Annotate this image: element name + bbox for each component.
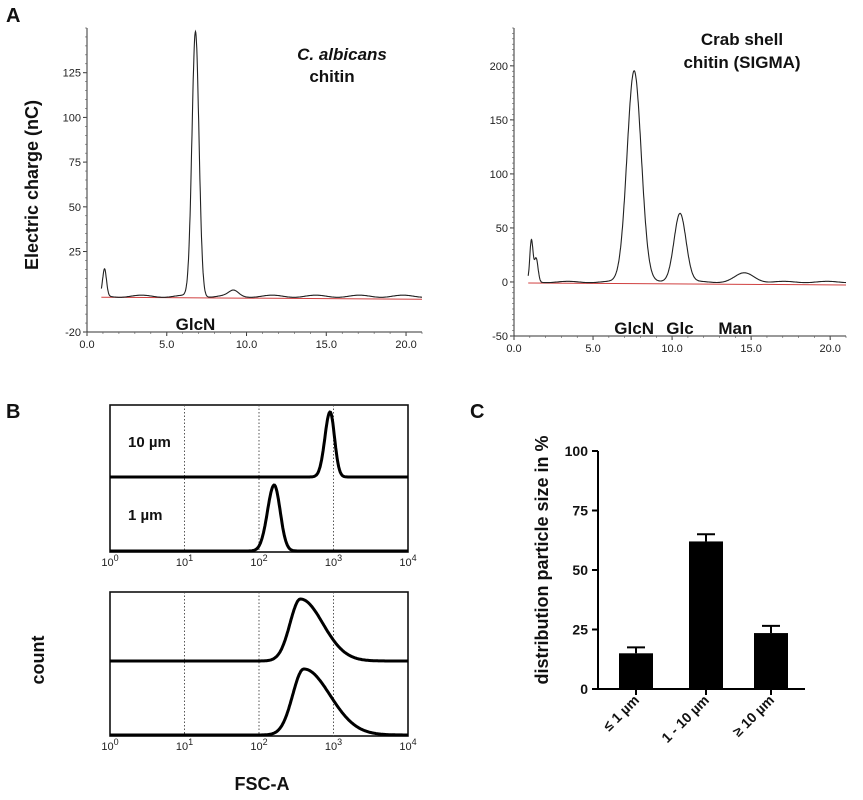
- b-x-tick-label: 100: [101, 737, 118, 753]
- a2-x-tick-label: 10.0: [661, 343, 682, 355]
- a2-x-tick-label: 20.0: [819, 343, 840, 355]
- a2-y-tick-label: 0: [502, 277, 508, 289]
- b-histogram-2: [110, 597, 408, 663]
- c-y-tick-label: 0: [580, 681, 588, 697]
- b-histogram-label: 1 µm: [128, 507, 163, 524]
- c-y-tick-label: 25: [572, 622, 588, 638]
- a1-y-axis-title: Electric charge (nC): [22, 100, 42, 270]
- a2-y-tick-label: 200: [490, 61, 508, 73]
- panel-letter-a: A: [6, 5, 20, 27]
- a1-x-tick-label: 5.0: [159, 339, 174, 351]
- b-x-axis-title: FSC-A: [235, 774, 290, 794]
- a2-x-tick-label: 15.0: [740, 343, 761, 355]
- a2-title-line2: chitin (SIGMA): [683, 53, 800, 72]
- a2-y-tick-label: 50: [496, 223, 508, 235]
- chromatogram-c-albicans: C. albicans chitin Electric charge (nC) …: [22, 27, 423, 351]
- c-y-tick-label: 100: [565, 443, 589, 459]
- a1-y-tick-label: 50: [69, 202, 81, 214]
- b-y-axis-title: count: [28, 636, 48, 685]
- a1-trace: [100, 29, 422, 298]
- a2-peak-label: Man: [718, 319, 752, 338]
- a1-x-tick-label: 15.0: [316, 339, 337, 351]
- c-y-axis-title: distribution particle size in %: [532, 435, 552, 684]
- c-bar: [754, 633, 788, 689]
- a2-x-tick-label: 5.0: [585, 343, 600, 355]
- flow-cytometry-histograms: count FSC-A 10 µm 1 µm 100 101 102 103 104 100 1…: [28, 404, 417, 794]
- c-x-tick-label: ≤ 1 µm: [600, 692, 642, 734]
- b-x-tick-label: 102: [250, 553, 267, 569]
- a2-baseline: [528, 282, 847, 286]
- b-x-tick-label: 101: [176, 553, 193, 569]
- a2-x-tick-label: 0.0: [506, 343, 521, 355]
- a2-trace: [527, 70, 846, 284]
- b-histogram-1: [110, 483, 408, 553]
- a1-peak-label: GlcN: [176, 315, 216, 334]
- b-x-tick-label: 103: [325, 737, 342, 753]
- a1-y-tick-label: 75: [69, 157, 81, 169]
- a1-title-line2: chitin: [309, 67, 354, 86]
- a1-title-line1: C. albicans: [297, 45, 387, 64]
- a2-peak-label: Glc: [666, 319, 693, 338]
- chromatogram-crab-shell: Crab shell chitin (SIGMA) -50 0 50 100 150 20…: [490, 27, 847, 355]
- a1-y-tick-label: 25: [69, 247, 81, 259]
- panel-letter-c: C: [470, 401, 484, 423]
- a2-peak-label: GlcN: [614, 319, 654, 338]
- a1-y-tick-label: 100: [63, 112, 81, 124]
- c-y-tick-label: 75: [572, 503, 588, 519]
- b-x-tick-label: 103: [325, 553, 342, 569]
- c-bar: [619, 653, 653, 689]
- a1-x-tick-label: 20.0: [395, 339, 416, 351]
- b-x-tick-label: 102: [250, 737, 267, 753]
- particle-size-bar-chart: distribution particle size in % 0 25 50 75 1…: [532, 435, 805, 746]
- b-x-tick-label: 101: [176, 737, 193, 753]
- a1-y-tick-label: -20: [65, 327, 81, 339]
- c-x-tick-label: 1 - 10 µm: [658, 692, 712, 746]
- a1-baseline: [101, 296, 423, 300]
- c-y-tick-label: 50: [572, 562, 588, 578]
- a2-y-tick-label: 100: [490, 169, 508, 181]
- a2-y-tick-label: 150: [490, 115, 508, 127]
- b-x-tick-label: 104: [399, 553, 416, 569]
- b-x-tick-label: 104: [399, 737, 416, 753]
- panel-letter-b: B: [6, 401, 20, 423]
- a2-y-tick-label: -50: [492, 331, 508, 343]
- a1-y-tick-label: 125: [63, 68, 81, 80]
- c-bar: [689, 541, 723, 689]
- b-histogram-3: [110, 667, 408, 737]
- a1-x-tick-label: 0.0: [79, 339, 94, 351]
- b-x-tick-label: 100: [101, 553, 118, 569]
- c-x-tick-label: ≥ 10 µm: [729, 692, 777, 740]
- b-histogram-label: 10 µm: [128, 434, 171, 451]
- a1-x-tick-label: 10.0: [236, 339, 257, 351]
- a2-title-line1: Crab shell: [701, 30, 783, 49]
- b-histogram-0: [110, 410, 408, 479]
